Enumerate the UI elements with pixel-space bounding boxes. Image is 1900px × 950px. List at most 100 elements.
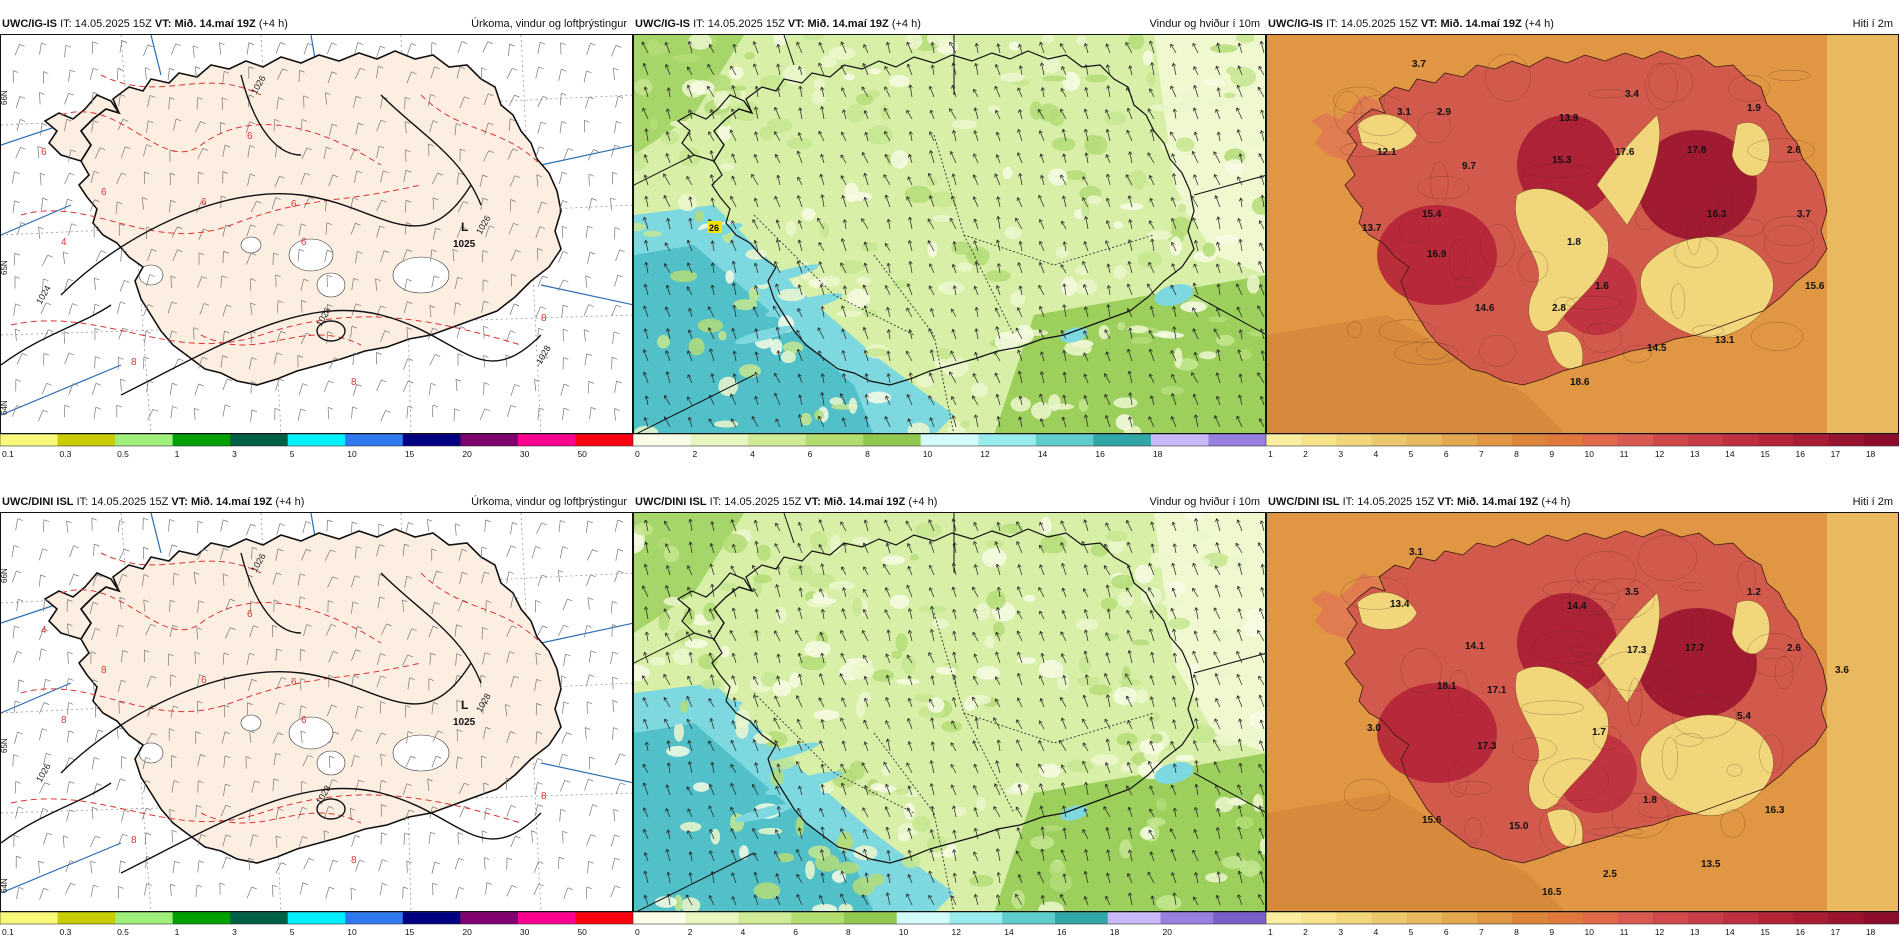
colorbar-tick-label: 10: [899, 927, 909, 937]
colorbar-swatch: [1266, 912, 1302, 924]
temperature-value: 1.8: [1567, 237, 1581, 248]
colorbar-swatch: [633, 912, 687, 924]
colorbar-swatch: [115, 434, 174, 446]
temperature-value: 17.3: [1627, 645, 1647, 656]
colorbar-tick-label: 0: [635, 927, 640, 937]
colorbar-tick-label: 4: [750, 449, 755, 459]
temperature-value: 15.6: [1422, 815, 1442, 826]
temperature-label: 6: [301, 237, 307, 248]
temperature-value: 2.9: [1437, 107, 1451, 118]
temperature-value: 16.5: [1542, 887, 1562, 898]
lead-time: (+4 h): [1541, 496, 1571, 508]
colorbar-tick-label: 2: [1303, 449, 1308, 459]
colorbar-swatch: [978, 434, 1037, 446]
temperature-value: 18.6: [1570, 377, 1590, 388]
init-time: 14.05.2025 15Z: [74, 18, 152, 30]
coastline: [1344, 528, 1828, 864]
lead-time: (+4 h): [891, 18, 921, 30]
colorbar-tick-label: 30: [520, 449, 530, 459]
temperature-value: 13.1: [1715, 335, 1735, 346]
temperature-value: 2.6: [1787, 145, 1801, 156]
latitude-label: 64N: [1, 878, 9, 893]
colorbar-tick-label: 17: [1831, 449, 1841, 459]
colorbar-tick-label: 20: [1163, 927, 1173, 937]
temperature-contours: [1341, 535, 1802, 853]
init-time: 14.05.2025 15Z: [707, 18, 785, 30]
colorbar-tick-label: 10: [1585, 449, 1595, 459]
panel-header: UWC/DINI ISL IT: 14.05.2025 15Z VT: Mið.…: [1266, 492, 1899, 512]
colorbar-tick-label: 13: [1690, 449, 1700, 459]
colorbar-swatch: [1688, 434, 1724, 446]
colorbar-tick-label: 8: [1514, 449, 1519, 459]
temperature-value: 17.3: [1477, 741, 1497, 752]
run-info: UWC/IG-IS IT: 14.05.2025 15Z VT: Mið. 14…: [1268, 18, 1554, 30]
colorbar-swatch: [633, 434, 692, 446]
westfjords-coastline: [43, 572, 121, 640]
colorbar-tick-label: 13: [1690, 927, 1700, 937]
temperature-value: 2.5: [1603, 869, 1617, 880]
colorbar-swatch: [738, 912, 792, 924]
legend: 0.1 0.3 0.5 1 3 5 10 15 20 30 50: [0, 912, 633, 940]
wind-speed-patches: [634, 35, 1265, 433]
cold-highland-areas: [1356, 113, 1774, 369]
colorbar-swatch: [1336, 912, 1372, 924]
forecast-panel-5: UWC/DINI ISL IT: 14.05.2025 15Z VT: Mið.…: [633, 478, 1266, 938]
temperature-value: 3.1: [1397, 107, 1411, 118]
colorbar: 1 2 3 4 5 6 7 8 9 10 11 12 13 14 15 16 17 18: [1266, 434, 1899, 459]
wind-map: 26: [633, 34, 1266, 434]
valid-time-label: VT:: [1420, 18, 1438, 30]
valid-time: Mið. 14.maí 19Z: [1456, 496, 1539, 508]
colorbar-swatch: [1793, 912, 1830, 924]
low-pressure-value: 1025: [453, 239, 476, 250]
colorbar-tick-label: 16: [1796, 927, 1806, 937]
low-pressure-value: 1025: [453, 717, 476, 728]
colorbar: 0 2 4 6 8 10 12 14 16 18: [633, 434, 1266, 459]
isobars: [1, 74, 542, 396]
colorbar-tick-label: 1: [175, 927, 180, 937]
valid-time: Mið. 14.maí 19Z: [1440, 18, 1522, 30]
temperature-value: 1.7: [1592, 727, 1606, 738]
model-name: UWC/DINI ISL: [2, 496, 74, 508]
temperature-label: 8: [351, 377, 357, 388]
gust-marker-value: 26: [709, 223, 719, 233]
colorbar-tick-label: 12: [952, 927, 962, 937]
colorbar-tick-label: 18: [1866, 449, 1876, 459]
colorbar-tick-label: 9: [1549, 449, 1554, 459]
colorbar-tick-label: 18: [1110, 927, 1120, 937]
colorbar-tick-label: 0.1: [2, 449, 14, 459]
model-name: UWC/DINI ISL: [635, 496, 707, 508]
temperature-isolines: [10, 74, 542, 346]
temperature-value: 2.6: [1787, 643, 1801, 654]
colorbar-tick-label: 3: [232, 927, 237, 937]
colorbar-tick-label: 10: [923, 449, 933, 459]
colorbar-swatch: [287, 912, 346, 924]
init-time-label: IT:: [693, 18, 705, 30]
colorbar-tick-label: 0: [635, 449, 640, 459]
low-pressure-letter: L: [461, 220, 468, 234]
colorbar-swatch: [1828, 434, 1865, 446]
valid-time-label: VT:: [804, 496, 821, 508]
colorbar-tick-label: 9: [1549, 927, 1554, 937]
colorbar-tick-label: 5: [1409, 927, 1414, 937]
colorbar-tick-label: 17: [1831, 927, 1841, 937]
colorbar-swatch: [230, 912, 289, 924]
colorbar-tick-label: 16: [1796, 449, 1806, 459]
colorbar-swatch: [690, 434, 749, 446]
colorbar-swatch: [1652, 434, 1689, 446]
temperature-value: 14.4: [1567, 601, 1587, 612]
model-name: UWC/IG-IS: [635, 18, 690, 30]
temperature-label: 4: [61, 237, 67, 248]
temperature-value: 15.0: [1509, 821, 1529, 832]
panel-header: UWC/IG-IS IT: 14.05.2025 15Z VT: Mið. 14…: [633, 14, 1266, 34]
colorbar-swatch: [805, 434, 864, 446]
temperature-value: 3.1: [1409, 547, 1423, 558]
temperature-value: 18.1: [1437, 681, 1457, 692]
temp-map: 3.7 3.1 2.9 13.9 3.4 1.9 12.1 9.7 15.3 17.6 17.8 2.…: [1266, 34, 1899, 434]
forecast-panel-4: UWC/DINI ISL IT: 14.05.2025 15Z VT: Mið.…: [0, 478, 633, 938]
colorbar-tick-label: 0.5: [117, 927, 129, 937]
temperature-label: 6: [41, 147, 47, 158]
colorbar-swatch: [1617, 434, 1654, 446]
colorbar-swatch: [345, 912, 404, 924]
colorbar-swatch: [517, 434, 576, 446]
